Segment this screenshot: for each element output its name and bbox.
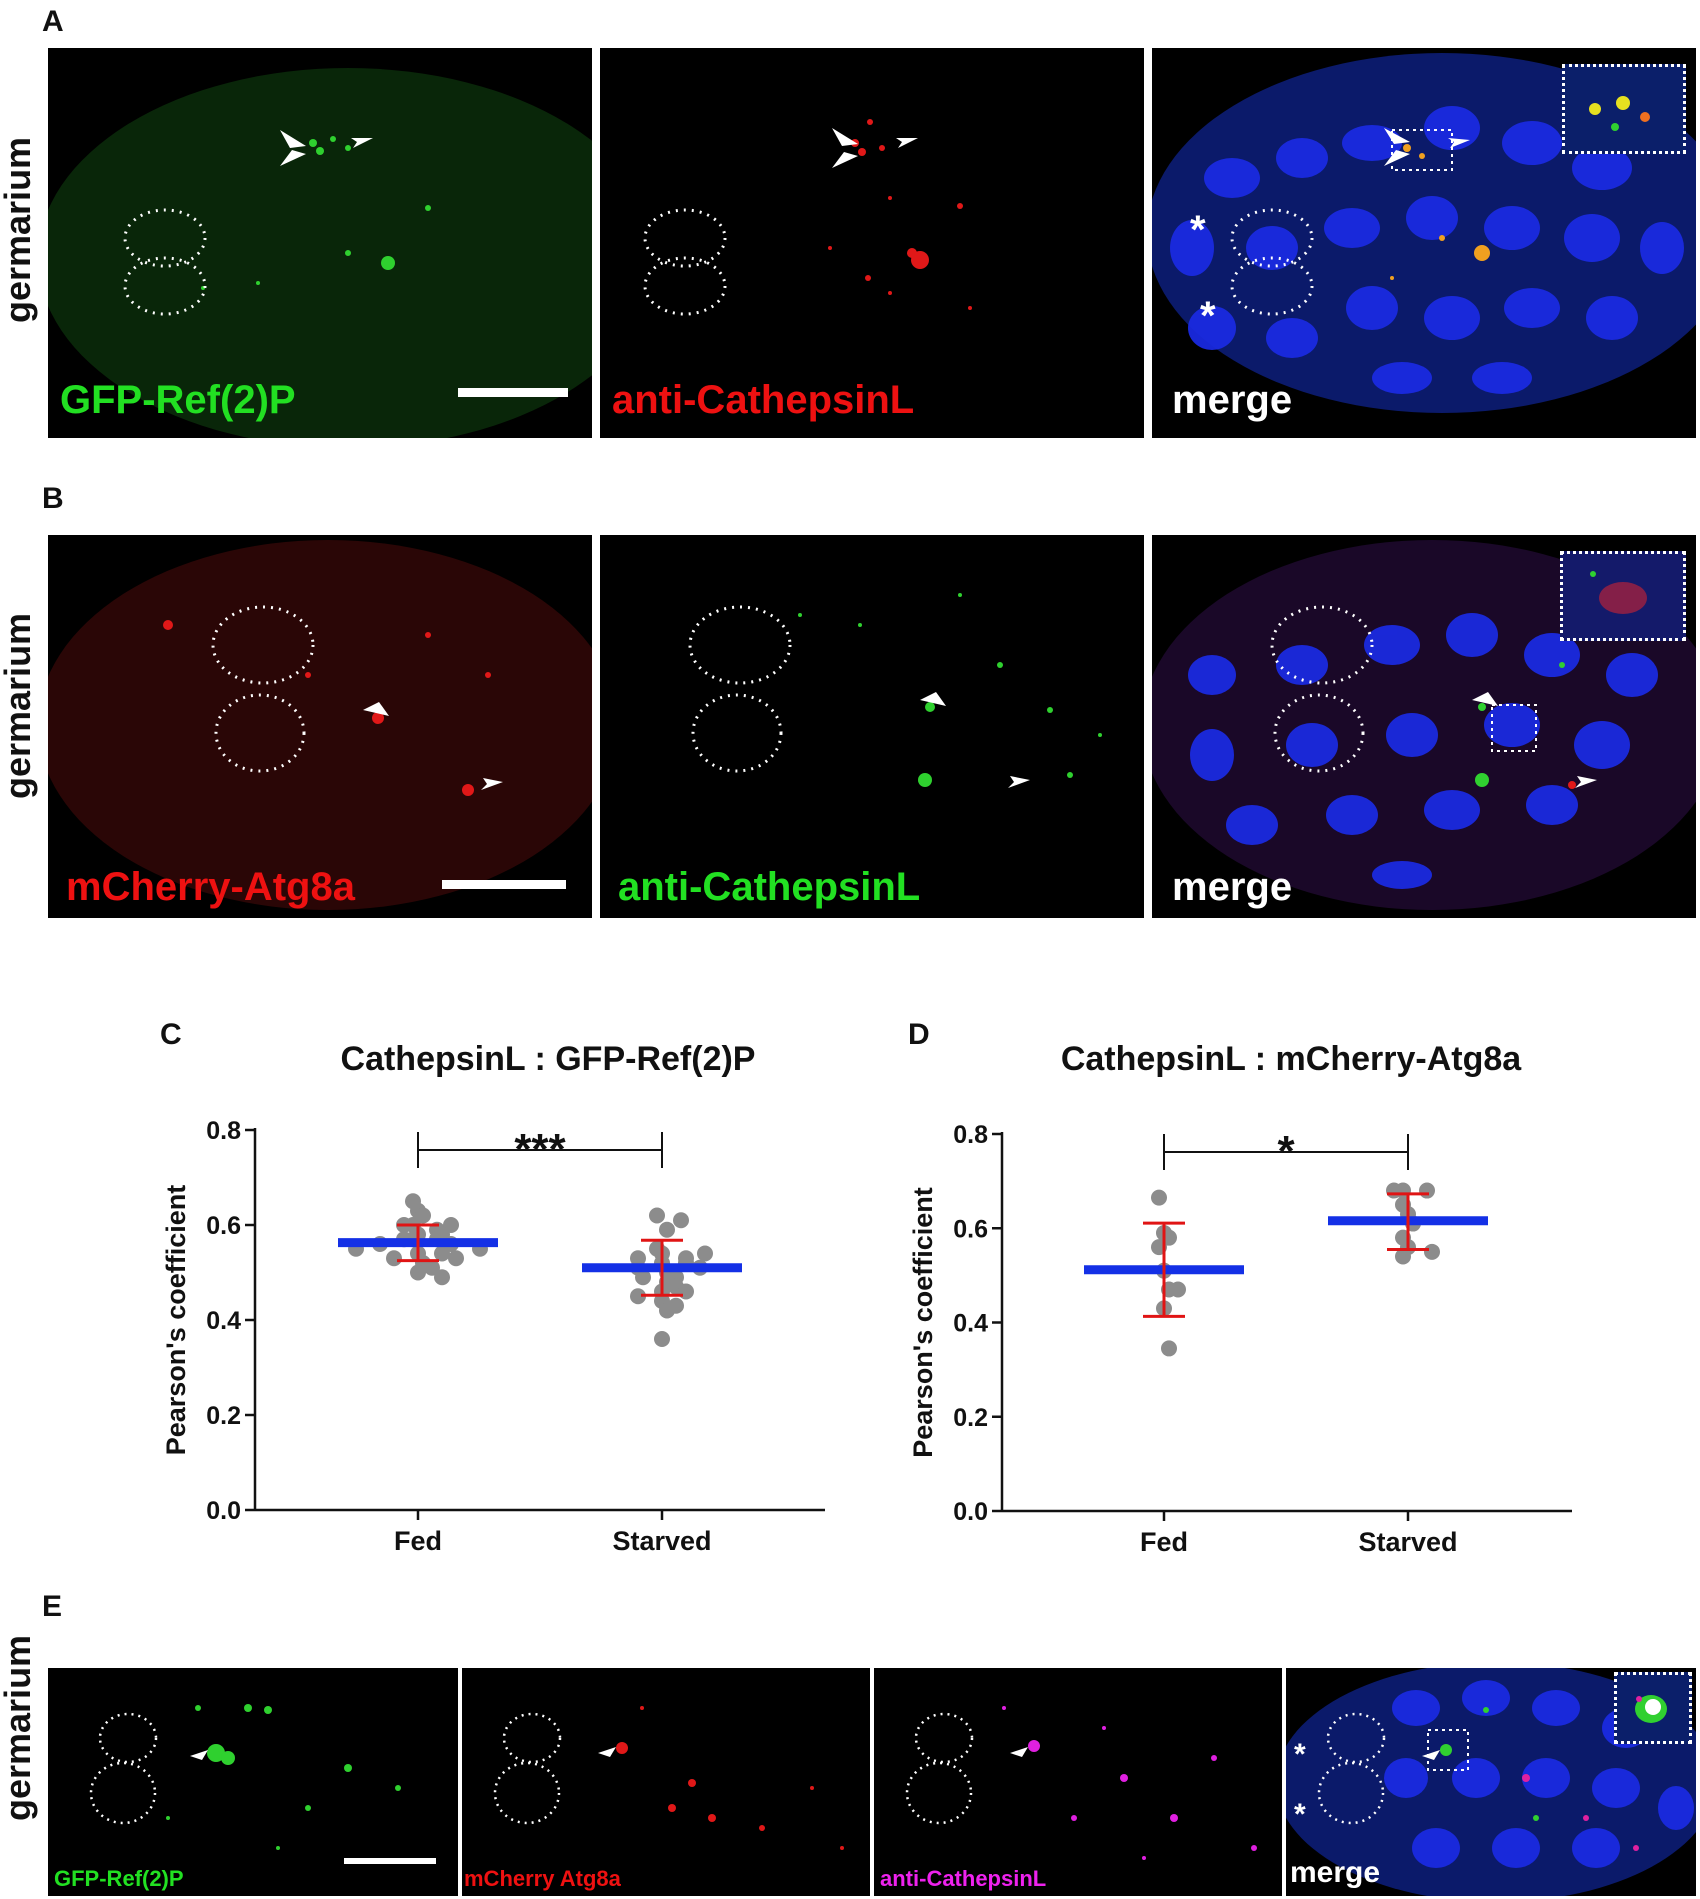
data-point bbox=[410, 1264, 426, 1281]
x-tick-label: Fed bbox=[394, 1526, 442, 1556]
data-point bbox=[1424, 1243, 1440, 1260]
micrograph-b-green: anti-CathepsinL bbox=[600, 535, 1144, 918]
data-point bbox=[434, 1269, 450, 1286]
scale-bar-a bbox=[458, 388, 568, 397]
micrograph-e-magenta-image bbox=[905, 1706, 1257, 1860]
asterisk-e-2: * bbox=[1294, 1798, 1306, 1831]
data-point bbox=[668, 1297, 684, 1314]
scale-bar-b bbox=[442, 880, 566, 889]
significance-label: *** bbox=[514, 1125, 566, 1174]
data-point bbox=[1395, 1248, 1411, 1265]
panel-label-d: D bbox=[908, 1018, 930, 1051]
merge-inset-b bbox=[1560, 551, 1686, 641]
y-tick-label: 0.6 bbox=[206, 1212, 241, 1240]
y-tick-label: 0.8 bbox=[953, 1121, 988, 1149]
micrograph-b-green-image bbox=[688, 593, 1102, 788]
micrograph-e-merge: * * merge bbox=[1286, 1668, 1696, 1896]
data-point bbox=[1386, 1182, 1402, 1199]
micrograph-e-magenta: anti-CathepsinL bbox=[874, 1668, 1282, 1896]
row-label-a: germarium bbox=[0, 136, 38, 323]
data-point bbox=[415, 1207, 431, 1224]
scale-bar-e bbox=[344, 1858, 436, 1864]
caption-b-1: mCherry-Atg8a bbox=[66, 865, 355, 909]
data-point bbox=[424, 1259, 440, 1276]
y-tick-label: 0.8 bbox=[206, 1117, 241, 1145]
micrograph-b-red-image bbox=[48, 540, 592, 910]
data-point bbox=[448, 1250, 464, 1267]
caption-a-2: anti-CathepsinL bbox=[612, 378, 915, 422]
micrograph-a-merge: * * merge bbox=[1152, 48, 1696, 438]
caption-e-3: anti-CathepsinL bbox=[880, 1866, 1047, 1891]
chart-title: CathepsinL : mCherry-Atg8a bbox=[1061, 1040, 1522, 1078]
micrograph-a-green: GFP-Ref(2)P bbox=[48, 48, 592, 438]
caption-e-4: merge bbox=[1290, 1856, 1381, 1889]
merge-inset-e-image bbox=[1635, 1695, 1667, 1723]
caption-b-3: merge bbox=[1172, 865, 1293, 909]
micrograph-a-green-image bbox=[48, 68, 592, 438]
chart-d: CathepsinL : mCherry-Atg8a Pearson's coef… bbox=[908, 1040, 1572, 1557]
data-point bbox=[1419, 1182, 1435, 1199]
micrograph-a-merge-image bbox=[1152, 53, 1696, 413]
data-point bbox=[1161, 1340, 1177, 1357]
row-label-e: germarium bbox=[0, 1634, 38, 1821]
micrograph-b-merge: merge bbox=[1152, 535, 1696, 918]
data-point bbox=[649, 1207, 665, 1224]
y-tick-label: 0.4 bbox=[206, 1307, 241, 1335]
micrograph-e-green: GFP-Ref(2)P bbox=[48, 1668, 458, 1896]
data-point bbox=[673, 1212, 689, 1229]
x-tick-label: Fed bbox=[1140, 1527, 1188, 1557]
data-point bbox=[434, 1245, 450, 1262]
caption-a-1: GFP-Ref(2)P bbox=[60, 378, 296, 422]
data-point bbox=[659, 1221, 675, 1238]
merge-inset-a bbox=[1562, 64, 1686, 154]
caption-b-2: anti-CathepsinL bbox=[618, 865, 921, 909]
chart-c: CathepsinL : GFP-Ref(2)P Pearson's coeffi… bbox=[161, 1040, 825, 1556]
caption-e-2: mCherry Atg8a bbox=[464, 1866, 621, 1891]
y-tick-label: 0.0 bbox=[206, 1497, 241, 1525]
panel-label-a: A bbox=[42, 5, 64, 38]
data-point bbox=[654, 1331, 670, 1347]
data-point bbox=[697, 1245, 713, 1262]
asterisk-a-1: * bbox=[1190, 208, 1206, 252]
chart-title: CathepsinL : GFP-Ref(2)P bbox=[341, 1040, 756, 1078]
y-tick-label: 0.2 bbox=[953, 1404, 988, 1432]
y-axis-label: Pearson's coefficient bbox=[161, 1185, 191, 1456]
asterisk-a-2: * bbox=[1200, 294, 1216, 338]
y-tick-label: 0.2 bbox=[206, 1402, 241, 1430]
panel-label-c: C bbox=[160, 1018, 182, 1051]
caption-e-1: GFP-Ref(2)P bbox=[54, 1866, 184, 1891]
caption-a-3: merge bbox=[1172, 378, 1293, 422]
merge-inset-b-image bbox=[1590, 571, 1647, 614]
micrograph-a-red-image bbox=[643, 119, 972, 316]
micrograph-e-red: mCherry Atg8a bbox=[462, 1668, 870, 1896]
x-tick-label: Starved bbox=[1358, 1527, 1457, 1557]
micrograph-a-red: anti-CathepsinL bbox=[600, 48, 1144, 438]
panel-label-e: E bbox=[42, 1590, 63, 1623]
x-tick-label: Starved bbox=[612, 1526, 711, 1556]
panel-label-b: B bbox=[42, 482, 64, 515]
asterisk-e-1: * bbox=[1294, 1738, 1306, 1771]
data-point bbox=[1170, 1281, 1186, 1298]
significance-label: * bbox=[1277, 1127, 1295, 1176]
data-point bbox=[1151, 1189, 1167, 1206]
y-tick-label: 0.4 bbox=[953, 1310, 988, 1338]
data-point bbox=[630, 1288, 646, 1305]
y-tick-label: 0.6 bbox=[953, 1215, 988, 1243]
data-point bbox=[386, 1250, 402, 1267]
micrograph-b-red: mCherry-Atg8a bbox=[48, 535, 592, 918]
merge-inset-e bbox=[1614, 1672, 1692, 1744]
data-point bbox=[635, 1269, 651, 1286]
merge-inset-a-image bbox=[1589, 96, 1650, 131]
row-label-b: germarium bbox=[0, 612, 38, 799]
y-axis-label: Pearson's coefficient bbox=[908, 1187, 938, 1458]
y-tick-label: 0.0 bbox=[953, 1498, 988, 1526]
micrograph-e-merge-image bbox=[1286, 1668, 1696, 1896]
micrograph-e-green-image bbox=[89, 1704, 401, 1850]
data-point bbox=[678, 1283, 694, 1300]
micrograph-e-red-image bbox=[493, 1706, 844, 1850]
